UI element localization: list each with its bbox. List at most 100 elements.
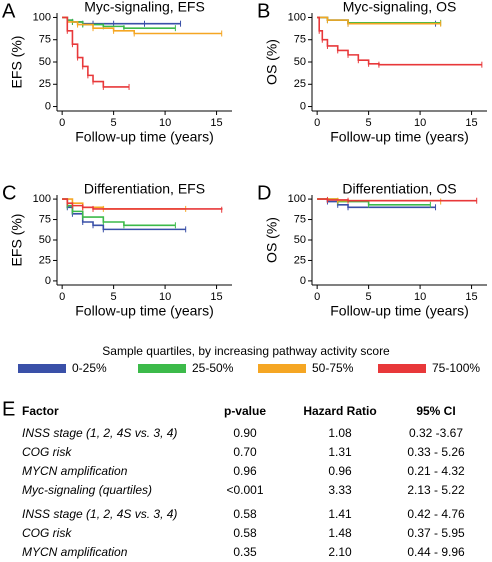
- table-cell: <0.001: [226, 483, 263, 497]
- table-cell: INSS stage (1, 2, 4S vs. 3, 4): [22, 426, 177, 440]
- x-tick-label: 10: [414, 291, 426, 303]
- y-axis-label: OS (%): [264, 217, 280, 263]
- chart-title: Differentiation, OS: [342, 181, 456, 197]
- table-cell: INSS stage (1, 2, 4S vs. 3, 4): [22, 507, 177, 521]
- panel-letter: E: [2, 398, 15, 420]
- y-tick-label: 0: [45, 100, 51, 112]
- legend-title: Sample quartiles, by increasing pathway …: [102, 344, 390, 358]
- survival-curve: [317, 198, 477, 202]
- table-cell: MYCN amplification: [22, 464, 128, 478]
- table-cell: 1.08: [328, 426, 352, 440]
- y-tick-label: 50: [294, 234, 306, 246]
- legend-swatch: [258, 364, 306, 373]
- table-cell: COG risk: [22, 526, 72, 540]
- chart-title: Differentiation, EFS: [84, 181, 205, 197]
- table-cell: 1.41: [328, 507, 352, 521]
- x-axis-label: Follow-up time (years): [75, 129, 213, 145]
- chart-title: Myc-signaling, OS: [343, 0, 457, 15]
- table-cell: 0.37 - 5.95: [407, 526, 465, 540]
- survival-curve: [62, 16, 130, 88]
- table-cell: 0.21 - 4.32: [407, 464, 465, 478]
- legend-label: 75-100%: [432, 361, 480, 375]
- table-cell: Myc-signaling (quartiles): [22, 483, 152, 497]
- y-tick-label: 75: [294, 34, 306, 46]
- survival-curve: [62, 198, 186, 210]
- table-header: p-value: [224, 404, 266, 418]
- x-tick-label: 0: [314, 117, 320, 129]
- survival-curve: [62, 16, 222, 35]
- y-tick-label: 25: [39, 78, 51, 90]
- survival-curve: [62, 16, 181, 25]
- legend-swatch: [378, 364, 426, 373]
- y-tick-label: 25: [294, 254, 306, 266]
- table-cell: 1.31: [328, 445, 352, 459]
- table-cell: 2.13 - 5.22: [407, 483, 465, 497]
- y-tick-label: 0: [300, 275, 306, 287]
- x-tick-label: 5: [111, 117, 117, 129]
- x-tick-label: 5: [366, 291, 372, 303]
- x-tick-label: 10: [159, 117, 171, 129]
- table-cell: 0.42 - 4.76: [407, 507, 465, 521]
- table-cell: 0.35: [233, 545, 257, 559]
- chart-title: Myc-signaling, EFS: [84, 0, 205, 15]
- y-tick-label: 50: [39, 234, 51, 246]
- table-cell: 0.58: [233, 507, 257, 521]
- table-cell: 2.10: [328, 545, 352, 559]
- y-tick-label: 75: [39, 213, 51, 225]
- y-tick-label: 50: [39, 56, 51, 68]
- legend-label: 50-75%: [312, 361, 354, 375]
- panel-letter: A: [2, 0, 16, 22]
- survival-curve: [62, 16, 176, 29]
- survival-curve: [317, 16, 441, 25]
- table-header: Factor: [22, 404, 59, 418]
- y-tick-label: 25: [294, 78, 306, 90]
- y-tick-label: 25: [39, 254, 51, 266]
- y-tick-label: 50: [294, 56, 306, 68]
- y-tick-label: 100: [33, 193, 51, 205]
- x-axis-label: Follow-up time (years): [75, 303, 213, 319]
- y-axis-label: OS (%): [264, 39, 280, 85]
- legend-swatch: [138, 364, 186, 373]
- x-tick-label: 10: [414, 117, 426, 129]
- table-cell: 0.33 - 5.26: [407, 445, 465, 459]
- table-cell: 0.32 -3.67: [409, 426, 463, 440]
- panel-letter: B: [257, 0, 270, 22]
- y-tick-label: 100: [288, 11, 306, 23]
- legend-label: 0-25%: [72, 361, 107, 375]
- y-tick-label: 75: [39, 34, 51, 46]
- y-tick-label: 100: [288, 193, 306, 205]
- x-tick-label: 10: [159, 291, 171, 303]
- x-tick-label: 0: [59, 291, 65, 303]
- y-axis-label: EFS (%): [9, 36, 25, 89]
- x-tick-label: 0: [314, 291, 320, 303]
- table-cell: 0.70: [233, 445, 257, 459]
- table-cell: MYCN amplification: [22, 545, 128, 559]
- panel-letter: D: [257, 182, 271, 204]
- table-header: 95% CI: [416, 404, 455, 418]
- table-cell: 3.33: [328, 483, 352, 497]
- panel-letter: C: [2, 182, 16, 204]
- x-tick-label: 15: [210, 117, 222, 129]
- x-tick-label: 5: [366, 117, 372, 129]
- table-cell: 0.96: [233, 464, 257, 478]
- table-cell: 0.90: [233, 426, 257, 440]
- x-axis-label: Follow-up time (years): [330, 303, 468, 319]
- y-tick-label: 100: [33, 11, 51, 23]
- legend-label: 25-50%: [192, 361, 234, 375]
- x-tick-label: 15: [465, 291, 477, 303]
- table-cell: 0.96: [328, 464, 352, 478]
- table-cell: 0.44 - 9.96: [407, 545, 465, 559]
- table-cell: COG risk: [22, 445, 72, 459]
- x-tick-label: 5: [111, 291, 117, 303]
- table-header: Hazard Ratio: [303, 404, 376, 418]
- survival-curve: [317, 16, 482, 66]
- y-tick-label: 0: [300, 100, 306, 112]
- table-cell: 0.58: [233, 526, 257, 540]
- x-axis-label: Follow-up time (years): [330, 129, 468, 145]
- y-axis-label: EFS (%): [9, 214, 25, 267]
- survival-curve: [62, 198, 223, 210]
- y-tick-label: 0: [45, 275, 51, 287]
- legend-swatch: [18, 364, 66, 373]
- x-tick-label: 15: [465, 117, 477, 129]
